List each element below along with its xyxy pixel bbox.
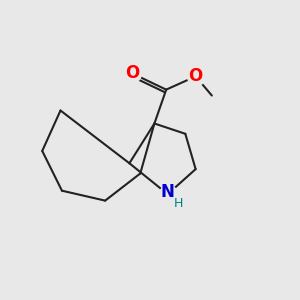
Text: H: H: [173, 197, 183, 210]
Text: O: O: [125, 64, 140, 82]
Text: O: O: [188, 68, 203, 85]
Text: N: N: [161, 183, 175, 201]
